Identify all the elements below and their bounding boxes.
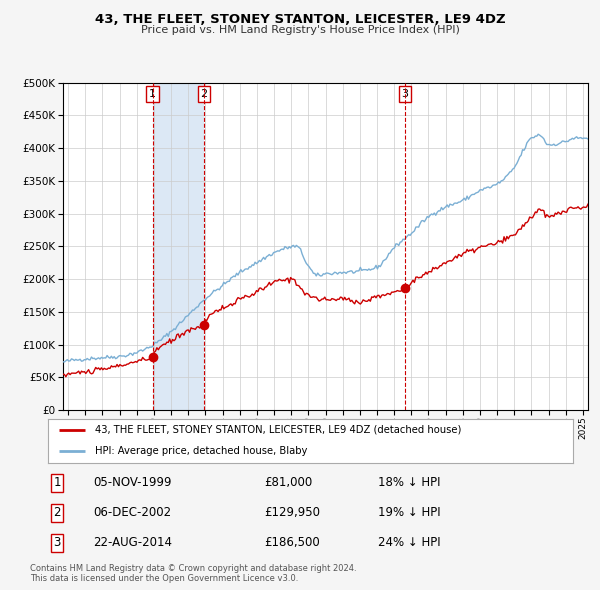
Bar [152,83,204,410]
Text: 3: 3 [53,536,61,549]
Text: 1: 1 [149,89,156,99]
Text: 22-AUG-2014: 22-AUG-2014 [93,536,172,549]
Text: Price paid vs. HM Land Registry's House Price Index (HPI): Price paid vs. HM Land Registry's House … [140,25,460,35]
Text: 05-NOV-1999: 05-NOV-1999 [93,476,172,489]
Text: 2: 2 [200,89,208,99]
Text: 18% ↓ HPI: 18% ↓ HPI [378,476,440,489]
Text: 43, THE FLEET, STONEY STANTON, LEICESTER, LE9 4DZ: 43, THE FLEET, STONEY STANTON, LEICESTER… [95,13,505,26]
Text: 3: 3 [401,89,409,99]
Text: Contains HM Land Registry data © Crown copyright and database right 2024.
This d: Contains HM Land Registry data © Crown c… [30,563,356,583]
Text: 1: 1 [53,476,61,489]
Text: 19% ↓ HPI: 19% ↓ HPI [378,506,440,519]
Text: HPI: Average price, detached house, Blaby: HPI: Average price, detached house, Blab… [95,446,308,455]
Text: £186,500: £186,500 [264,536,320,549]
Text: 24% ↓ HPI: 24% ↓ HPI [378,536,440,549]
Text: 2: 2 [53,506,61,519]
Text: £129,950: £129,950 [264,506,320,519]
Text: 06-DEC-2002: 06-DEC-2002 [93,506,171,519]
Text: £81,000: £81,000 [264,476,312,489]
Text: 43, THE FLEET, STONEY STANTON, LEICESTER, LE9 4DZ (detached house): 43, THE FLEET, STONEY STANTON, LEICESTER… [95,425,461,435]
